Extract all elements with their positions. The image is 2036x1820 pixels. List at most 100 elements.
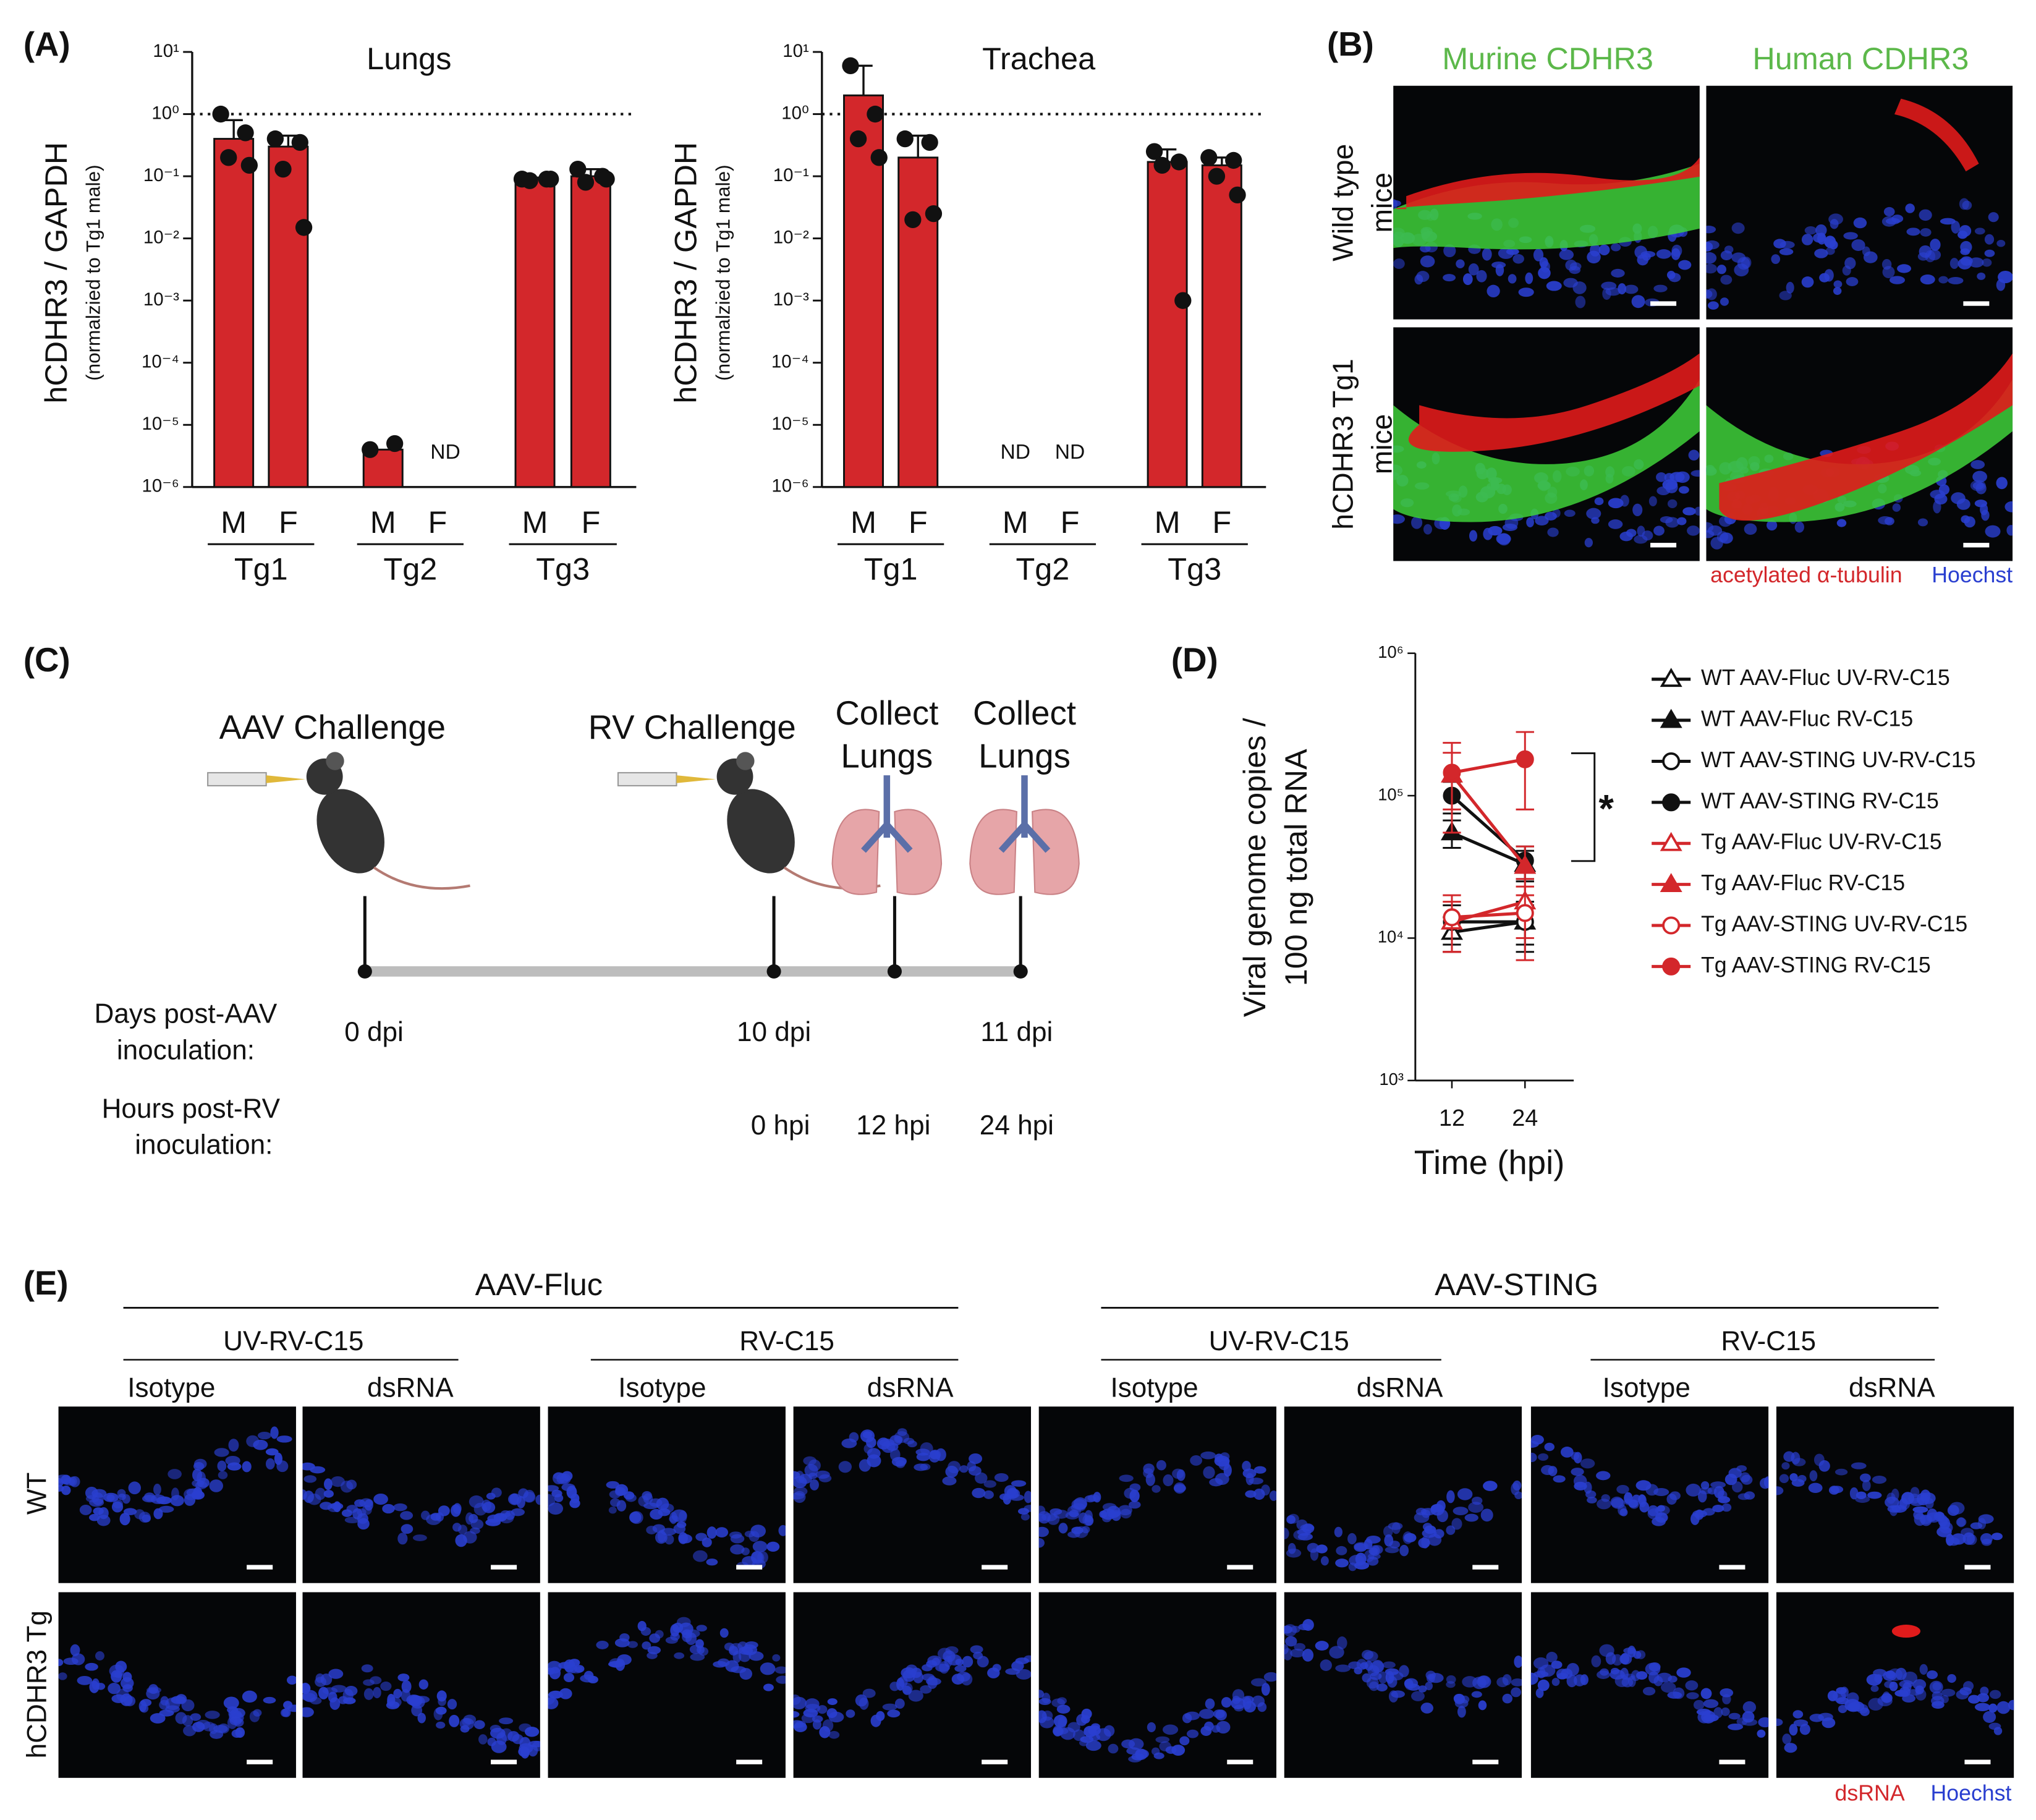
nucleus [1967,1695,1980,1704]
nucleus [969,1453,983,1465]
nucleus [1443,274,1456,282]
nucleus [1038,1505,1046,1516]
legend-label: WT AAV-STING UV-RV-C15 [1701,747,1975,772]
group-label: Tg2 [383,551,437,587]
nucleus [1947,1673,1956,1683]
nucleus [119,1513,130,1526]
stain-label: Isotype [1110,1372,1198,1403]
nucleus [1611,243,1621,252]
nucleus [810,1479,819,1490]
nucleus [1932,1691,1943,1701]
nucleus [1707,525,1723,536]
nucleus [1648,1662,1661,1672]
nucleus [548,1667,556,1675]
nucleus [1618,283,1627,295]
nucleus [1119,1474,1134,1482]
nucleus [1936,1526,1952,1537]
micrograph [58,1592,296,1778]
nucleus [1706,263,1717,274]
nucleus [1602,287,1611,300]
nucleus [1757,1729,1766,1738]
nucleus [930,1450,938,1460]
nucleus [548,1502,564,1515]
virus-label: UV-RV-C15 [1209,1326,1349,1356]
nucleus [524,1727,540,1737]
nucleus [361,1664,373,1673]
nucleus [1315,1641,1329,1651]
nucleus [1665,517,1679,528]
trachea [861,775,913,853]
nucleus [481,1499,491,1512]
nucleus [826,1708,838,1719]
nucleus [827,1698,838,1705]
event-label: Lungs [978,737,1071,775]
nucleus [1920,228,1932,237]
nucleus [706,1526,717,1539]
nucleus [638,1495,649,1507]
nucleus [1890,1505,1898,1516]
nucleus [1951,492,1966,504]
nucleus [1159,1741,1171,1752]
nucleus [1624,1492,1633,1504]
nucleus [1949,1502,1965,1515]
nucleus [1853,217,1867,229]
nucleus [1284,1625,1293,1634]
nucleus [1804,226,1817,235]
nucleus [400,1511,414,1520]
nucleus [1287,1513,1299,1524]
nucleus [357,1518,370,1530]
nucleus [1533,1657,1549,1670]
nucleus [1668,1675,1678,1683]
nucleus [1828,213,1843,225]
nucleus [1393,200,1401,207]
nucleus [1263,1672,1277,1682]
nucleus [1815,224,1827,236]
nucleus [122,1672,132,1682]
event-label: Lungs [841,737,933,775]
nucleus [715,1527,729,1538]
nucleus [1573,1474,1587,1488]
nucleus [303,1475,317,1483]
bar [1201,164,1242,488]
nucleus [1686,1483,1701,1497]
bar [514,178,556,488]
nucleus [1801,234,1813,245]
x-tick-label: F [1061,504,1080,540]
lung [1032,809,1080,895]
nucleus [1686,1692,1699,1699]
nucleus [1996,477,2008,490]
nucleus [1548,1466,1558,1476]
marker [1660,708,1682,728]
nucleus [1702,1508,1715,1516]
nucleus [1781,1462,1790,1470]
nucleus [1878,516,1893,525]
nucleus [983,1480,996,1488]
nucleus [1587,1497,1597,1503]
nucleus [487,1737,496,1746]
image-background [548,1592,786,1778]
nucleus [859,1697,869,1710]
data-point [598,171,615,188]
marker [1662,752,1681,770]
nucleus [1320,1556,1329,1566]
nucleus [1741,1474,1753,1485]
nucleus [1015,1657,1029,1664]
nucleus [906,1664,918,1675]
nucleus [1669,1491,1681,1500]
nucleus [518,1488,528,1499]
nucleus [1476,270,1487,283]
micrograph [1284,1592,1522,1778]
nucleus [122,1494,130,1504]
nucleus [473,1720,485,1730]
nucleus [1102,1515,1111,1523]
nucleus [1184,1711,1200,1720]
nucleus [1071,1499,1087,1510]
nucleus [1870,1685,1879,1692]
nucleus [1302,1648,1314,1662]
nucleus [276,1435,292,1443]
nucleus [1915,1685,1924,1695]
nucleus [435,1706,447,1715]
nucleus [1468,1502,1484,1513]
nucleus [354,1499,366,1507]
nucleus [382,1503,395,1514]
